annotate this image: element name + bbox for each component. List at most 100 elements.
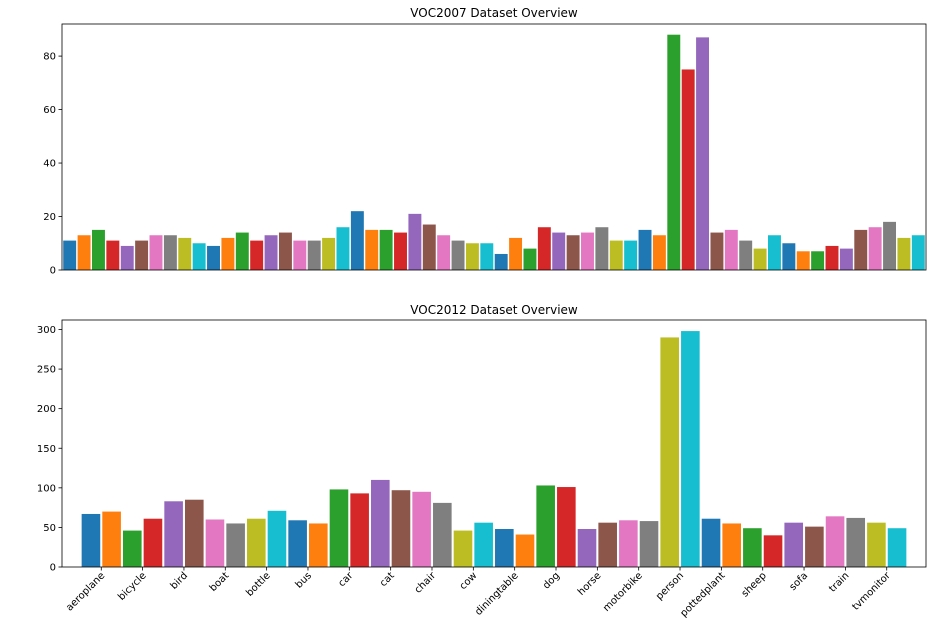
bar-person [660, 337, 679, 567]
bar-tvmonitor [897, 237, 911, 270]
bar-cat [391, 490, 411, 567]
bar-car [329, 489, 349, 567]
chart-title: VOC2007 Dataset Overview [410, 6, 578, 20]
y-tick-label: 250 [37, 365, 56, 376]
x-tick-label: sofa [788, 570, 811, 593]
bar-bicycle [106, 240, 120, 270]
bar-chair [408, 213, 422, 270]
bar-bird [149, 235, 163, 270]
bar-sheep [753, 248, 767, 270]
x-tick-label: bottle [244, 570, 272, 598]
x-tick-label: pottedplant [678, 570, 727, 619]
bar-tvmonitor [887, 528, 907, 567]
bar-sofa [811, 251, 825, 270]
bar-diningtable [515, 534, 535, 567]
bar-train [868, 227, 882, 270]
bar-pottedplant [710, 232, 724, 270]
bar-horse [598, 522, 617, 567]
x-tick-label: person [654, 570, 686, 602]
bar-sofa [825, 245, 839, 270]
y-tick-label: 100 [37, 483, 56, 494]
bar-diningtable [509, 237, 523, 270]
bar-bus [307, 240, 321, 270]
bar-boat [226, 523, 245, 567]
bar-bicycle [120, 245, 134, 270]
bar-bicycle [122, 530, 142, 567]
bar-cow [465, 243, 479, 270]
bar-dog [536, 485, 555, 567]
bar-motorbike [639, 521, 659, 567]
bar-tvmonitor [883, 221, 897, 270]
bar-horse [609, 240, 623, 270]
bar-diningtable [495, 529, 514, 567]
x-tick-label: diningtable [473, 570, 521, 618]
bar-sofa [796, 251, 810, 270]
x-tick-label: cat [378, 570, 397, 589]
bar-cow [474, 522, 493, 567]
bar-bird [178, 237, 192, 270]
plot-frame [61, 319, 927, 568]
bar-bird [164, 501, 183, 567]
bar-aeroplane [102, 511, 121, 567]
bar-motorbike [638, 229, 652, 270]
bar-dog [566, 235, 580, 270]
bar-motorbike [619, 520, 638, 567]
bar-chair [433, 502, 452, 568]
y-tick-label: 40 [43, 159, 56, 170]
x-tick-label: cow [458, 570, 480, 592]
voc2012-chart: VOC2012 Dataset Overview 0 50 100 150 200 250… [37, 303, 927, 619]
bar-sheep [782, 243, 796, 270]
bar-cat [365, 229, 379, 270]
bar-dog [552, 232, 566, 270]
bar-dog [537, 227, 551, 270]
bar-bird [184, 499, 204, 567]
bar-chair [422, 224, 436, 270]
x-tick-label: boat [208, 570, 232, 594]
bar-bottle [250, 240, 264, 270]
bar-bus [293, 240, 307, 270]
x-tick-label: train [827, 570, 851, 594]
bar-bus [288, 520, 307, 567]
x-tick-label: aeroplane [64, 570, 107, 613]
bar-tvmonitor [867, 522, 886, 567]
bar-boat [207, 245, 220, 270]
bar-bird [163, 235, 177, 270]
bars [63, 34, 925, 271]
y-tick-label: 300 [37, 325, 56, 336]
plot-frame [61, 23, 927, 271]
bar-horse [581, 232, 594, 270]
y-tick-label: 20 [43, 212, 56, 223]
bar-motorbike [652, 235, 666, 270]
bar-bus [309, 523, 328, 567]
bar-aeroplane [91, 229, 105, 270]
axes-ticks: 0 20 40 60 80 [43, 52, 62, 277]
x-tick-label: tvmonitor [850, 570, 893, 613]
y-tick-label: 200 [37, 404, 56, 415]
bar-aeroplane [81, 513, 101, 567]
bar-train [839, 248, 853, 270]
bar-car [322, 237, 336, 270]
bar-diningtable [494, 253, 508, 270]
bar-horse [595, 227, 609, 270]
bar-boat [192, 243, 206, 270]
bar-horse [577, 529, 597, 567]
bar-bottle [235, 232, 249, 270]
voc2007-chart: VOC2007 Dataset Overview 0 20 40 60 80 [43, 6, 927, 277]
bar-bottle [247, 518, 266, 567]
bar-chair [437, 235, 451, 270]
bar-sheep [768, 235, 781, 270]
bar-tvmonitor [911, 235, 925, 270]
bar-pottedplant [739, 240, 753, 270]
bar-bicycle [143, 518, 163, 567]
x-tick-label: bicycle [116, 570, 149, 603]
x-tick-label: dog [541, 570, 562, 591]
y-tick-label: 150 [37, 444, 56, 455]
bar-car [350, 211, 364, 270]
bar-sheep [743, 528, 762, 567]
bar-aeroplane [63, 240, 77, 270]
bar-cow [451, 240, 465, 270]
x-tick-label: car [337, 570, 357, 590]
bars [81, 331, 907, 568]
